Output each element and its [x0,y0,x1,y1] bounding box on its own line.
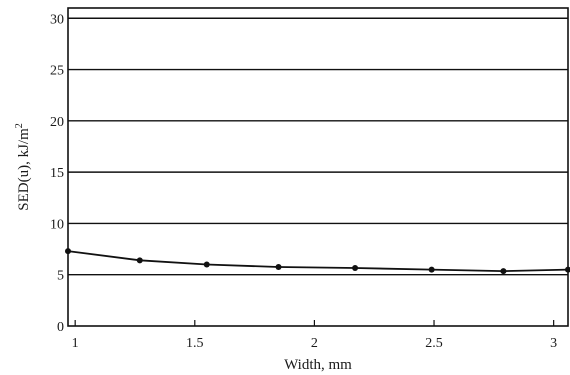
plot-frame [67,7,569,327]
data-point [428,266,435,273]
y-tick-label: 30 [50,12,64,27]
x-tick-label: 1 [72,336,79,351]
x-tick-label: 2 [311,336,318,351]
data-point [136,257,143,264]
series-line [67,250,569,273]
data-point [352,265,359,272]
y-tick-label: 15 [50,166,64,181]
data-series [65,248,570,275]
y-axis-title-main: SED(u), kJ/m [16,128,32,211]
y-tick-label: 20 [50,115,64,130]
y-axis-title-superscript: 2 [14,123,25,128]
x-tick-labels: 1 1.5 2 2.5 3 [72,320,557,351]
x-tick-label: 3 [550,336,557,351]
y-tick-labels: 0 5 10 15 20 25 30 [50,12,64,335]
y-tick-label: 0 [57,320,64,335]
data-point [275,264,282,271]
y-tick-label: 10 [50,217,64,232]
y-tick-label: 25 [50,64,64,79]
x-tick-label: 2.5 [425,336,443,351]
y-axis-title: SED(u), kJ/m2 [14,123,32,211]
x-tick-label: 1.5 [186,336,204,351]
data-point [565,266,570,273]
data-point [500,268,507,275]
data-point [65,248,71,255]
x-axis-title: Width, mm [284,357,352,373]
gridlines [68,17,568,276]
data-point [203,261,210,268]
y-tick-label: 5 [57,269,64,284]
